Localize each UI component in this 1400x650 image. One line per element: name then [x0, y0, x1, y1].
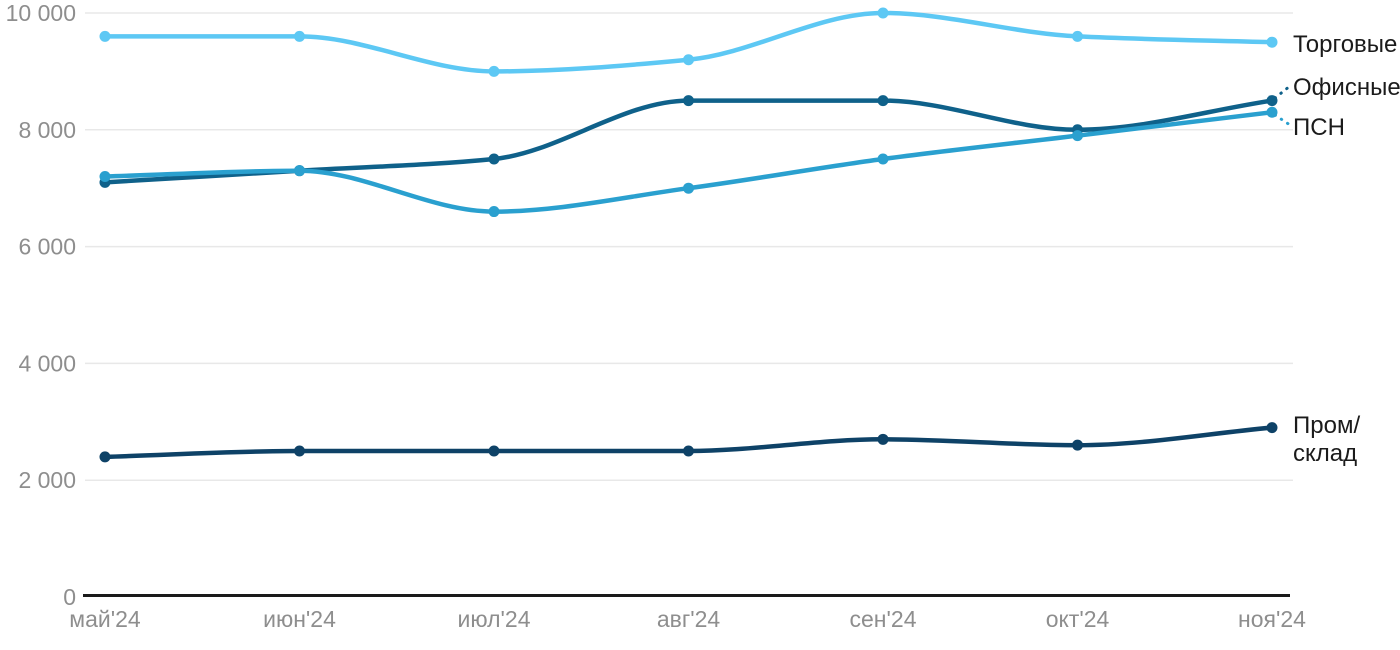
data-point-marker[interactable]: [877, 95, 889, 107]
x-tick-label: авг'24: [657, 606, 721, 632]
x-tick-label: сен'24: [850, 606, 917, 632]
series-1: [99, 7, 1278, 77]
gridlines: [85, 12, 1293, 481]
data-point-marker[interactable]: [1072, 439, 1083, 451]
data-point-marker[interactable]: [683, 182, 694, 194]
legend-leader-line: [1273, 113, 1292, 127]
data-point-marker[interactable]: [877, 153, 889, 165]
data-point-marker[interactable]: [1072, 30, 1083, 42]
series-2: [99, 95, 1278, 188]
y-tick-label: 0: [63, 584, 76, 610]
data-point-marker[interactable]: [99, 171, 111, 183]
y-tick-label: 2 000: [18, 467, 76, 493]
x-tick-label: июл'24: [458, 606, 531, 632]
x-tick-label: июн'24: [263, 606, 336, 632]
data-point-marker[interactable]: [99, 30, 111, 42]
x-tick-label: май'24: [69, 606, 141, 632]
series-3: [99, 106, 1278, 218]
y-tick-label: 10 000: [6, 0, 76, 26]
data-point-marker[interactable]: [488, 206, 500, 218]
data-point-marker[interactable]: [877, 7, 889, 19]
y-tick-label: 4 000: [18, 350, 76, 376]
data-point-marker[interactable]: [488, 153, 500, 165]
data-point-marker[interactable]: [488, 65, 500, 77]
legend-label-prom-sklad-line2: склад: [1293, 440, 1357, 467]
y-tick-label: 6 000: [18, 234, 76, 260]
legend-leader-lines: [1273, 84, 1292, 127]
series-legend: Торговые Офисные ПСН Пром/ склад: [1293, 31, 1400, 467]
legend-label-prom-sklad-line1: Пром/: [1293, 412, 1360, 439]
series-lines: [99, 7, 1278, 463]
data-point-marker[interactable]: [99, 451, 111, 463]
legend-label-torgovye: Торговые: [1293, 31, 1397, 58]
data-point-marker[interactable]: [877, 433, 889, 445]
data-point-marker[interactable]: [1072, 130, 1083, 142]
data-point-marker[interactable]: [294, 445, 305, 457]
data-point-marker[interactable]: [294, 30, 305, 42]
data-point-marker[interactable]: [1266, 422, 1278, 434]
y-tick-label: 8 000: [18, 117, 76, 143]
data-point-marker[interactable]: [683, 445, 694, 457]
legend-leader-line: [1273, 84, 1292, 100]
data-point-marker[interactable]: [683, 54, 694, 66]
legend-label-ofisnye: Офисные: [1293, 74, 1400, 101]
x-tick-label: окт'24: [1046, 606, 1110, 632]
data-point-marker[interactable]: [683, 95, 694, 107]
data-point-marker[interactable]: [1266, 36, 1278, 48]
data-point-marker[interactable]: [488, 445, 500, 457]
y-axis-labels: 0 2 000 4 000 6 000 8 000 10 000: [6, 0, 76, 610]
x-axis-labels: май'24 июн'24 июл'24 авг'24 сен'24 окт'24 ноя'…: [69, 606, 1306, 632]
series-4: [99, 422, 1278, 463]
data-point-marker[interactable]: [294, 165, 305, 177]
x-tick-label: ноя'24: [1238, 606, 1306, 632]
legend-label-psn: ПСН: [1293, 114, 1345, 141]
